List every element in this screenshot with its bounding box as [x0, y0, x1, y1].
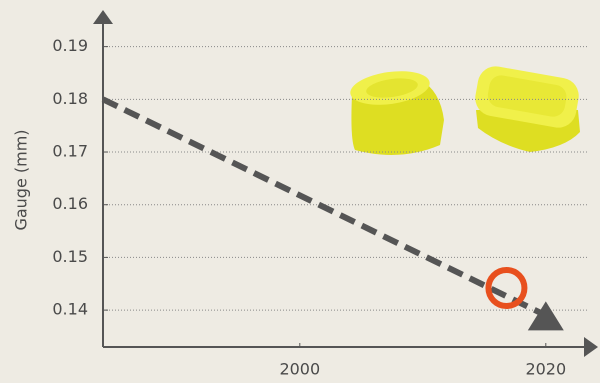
y-tick-label: 0.19 — [52, 36, 88, 55]
y-tick-label: 0.17 — [52, 142, 88, 161]
x-tick-label: 2000 — [279, 360, 320, 379]
highlight-circle — [485, 266, 528, 309]
y-tick-label: 0.14 — [52, 300, 88, 319]
container-rect — [475, 66, 580, 152]
y-tick-label: 0.18 — [52, 89, 88, 108]
trend-arrowhead — [527, 301, 564, 331]
y-axis-label: Gauge (mm) — [12, 129, 31, 230]
y-axis-arrow — [93, 10, 113, 24]
container-round — [350, 71, 444, 155]
y-tick-label: 0.15 — [52, 247, 88, 266]
trend-line — [101, 96, 548, 319]
x-tick-label: 2020 — [525, 360, 566, 379]
x-axis-arrow — [584, 337, 598, 357]
y-tick-label: 0.16 — [52, 194, 88, 213]
